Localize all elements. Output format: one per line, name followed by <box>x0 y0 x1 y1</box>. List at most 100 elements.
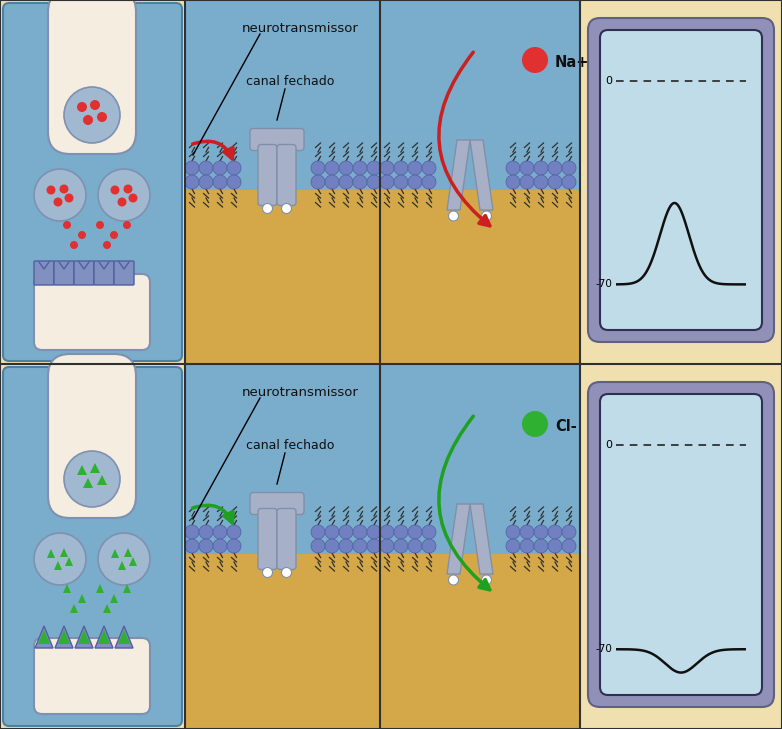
Circle shape <box>548 161 562 175</box>
Circle shape <box>64 451 120 507</box>
Circle shape <box>59 184 69 193</box>
Circle shape <box>562 175 576 189</box>
Circle shape <box>325 161 339 175</box>
Circle shape <box>185 175 199 189</box>
Circle shape <box>64 193 74 203</box>
Circle shape <box>394 161 408 175</box>
Circle shape <box>534 539 548 553</box>
Circle shape <box>213 175 227 189</box>
Polygon shape <box>95 626 113 648</box>
Circle shape <box>90 100 100 110</box>
Circle shape <box>367 539 381 553</box>
Polygon shape <box>118 630 130 644</box>
Polygon shape <box>98 630 110 644</box>
Circle shape <box>98 169 150 221</box>
Bar <box>185 190 380 364</box>
Polygon shape <box>111 549 119 558</box>
Circle shape <box>70 241 78 249</box>
Circle shape <box>548 525 562 539</box>
Bar <box>185 554 380 729</box>
Polygon shape <box>78 594 86 603</box>
FancyBboxPatch shape <box>3 3 182 361</box>
FancyBboxPatch shape <box>588 18 774 342</box>
Circle shape <box>422 175 436 189</box>
FancyArrowPatch shape <box>439 52 490 226</box>
Circle shape <box>482 211 492 221</box>
Circle shape <box>339 175 353 189</box>
Circle shape <box>263 203 272 214</box>
Circle shape <box>520 525 534 539</box>
Bar <box>580 0 782 364</box>
Bar <box>380 364 580 554</box>
FancyBboxPatch shape <box>94 261 114 285</box>
Circle shape <box>422 161 436 175</box>
Polygon shape <box>70 604 78 613</box>
Text: neurotransmissor: neurotransmissor <box>242 22 358 35</box>
FancyBboxPatch shape <box>34 638 150 714</box>
Bar <box>185 364 380 554</box>
Polygon shape <box>123 584 131 593</box>
Bar <box>380 364 580 729</box>
FancyBboxPatch shape <box>54 261 74 285</box>
Circle shape <box>353 525 367 539</box>
FancyArrowPatch shape <box>192 141 233 159</box>
Circle shape <box>199 525 213 539</box>
Circle shape <box>311 525 325 539</box>
FancyBboxPatch shape <box>600 394 762 695</box>
Polygon shape <box>110 594 118 603</box>
Circle shape <box>227 525 241 539</box>
Circle shape <box>520 175 534 189</box>
Polygon shape <box>38 630 50 644</box>
Circle shape <box>506 525 520 539</box>
Circle shape <box>339 539 353 553</box>
Bar <box>185 0 380 364</box>
Circle shape <box>380 539 394 553</box>
Circle shape <box>339 161 353 175</box>
Circle shape <box>96 221 104 229</box>
Circle shape <box>380 161 394 175</box>
Circle shape <box>124 184 132 193</box>
Circle shape <box>311 161 325 175</box>
Text: Cl-: Cl- <box>555 418 577 434</box>
Circle shape <box>64 87 120 143</box>
Circle shape <box>227 539 241 553</box>
FancyBboxPatch shape <box>34 274 150 350</box>
Circle shape <box>534 175 548 189</box>
Circle shape <box>482 575 492 585</box>
FancyBboxPatch shape <box>250 128 304 150</box>
Circle shape <box>506 175 520 189</box>
Bar <box>185 0 380 190</box>
FancyBboxPatch shape <box>3 367 182 726</box>
Circle shape <box>422 539 436 553</box>
Circle shape <box>562 539 576 553</box>
Circle shape <box>534 525 548 539</box>
Circle shape <box>522 411 548 437</box>
Circle shape <box>394 175 408 189</box>
Circle shape <box>325 175 339 189</box>
Circle shape <box>449 575 458 585</box>
Bar <box>380 0 580 190</box>
Bar <box>580 364 782 729</box>
Circle shape <box>199 175 213 189</box>
FancyBboxPatch shape <box>34 261 54 285</box>
Circle shape <box>394 525 408 539</box>
Circle shape <box>380 525 394 539</box>
Circle shape <box>78 231 86 239</box>
Circle shape <box>325 525 339 539</box>
Circle shape <box>282 203 292 214</box>
Circle shape <box>34 169 86 221</box>
Circle shape <box>110 231 118 239</box>
Circle shape <box>227 175 241 189</box>
Polygon shape <box>60 548 68 557</box>
Polygon shape <box>115 626 133 648</box>
Bar <box>380 0 580 364</box>
Bar <box>380 554 580 729</box>
Circle shape <box>83 115 93 125</box>
Circle shape <box>367 175 381 189</box>
Circle shape <box>562 161 576 175</box>
Circle shape <box>34 533 86 585</box>
Polygon shape <box>54 561 62 570</box>
Polygon shape <box>129 557 137 566</box>
Bar <box>185 364 380 729</box>
Circle shape <box>311 175 325 189</box>
